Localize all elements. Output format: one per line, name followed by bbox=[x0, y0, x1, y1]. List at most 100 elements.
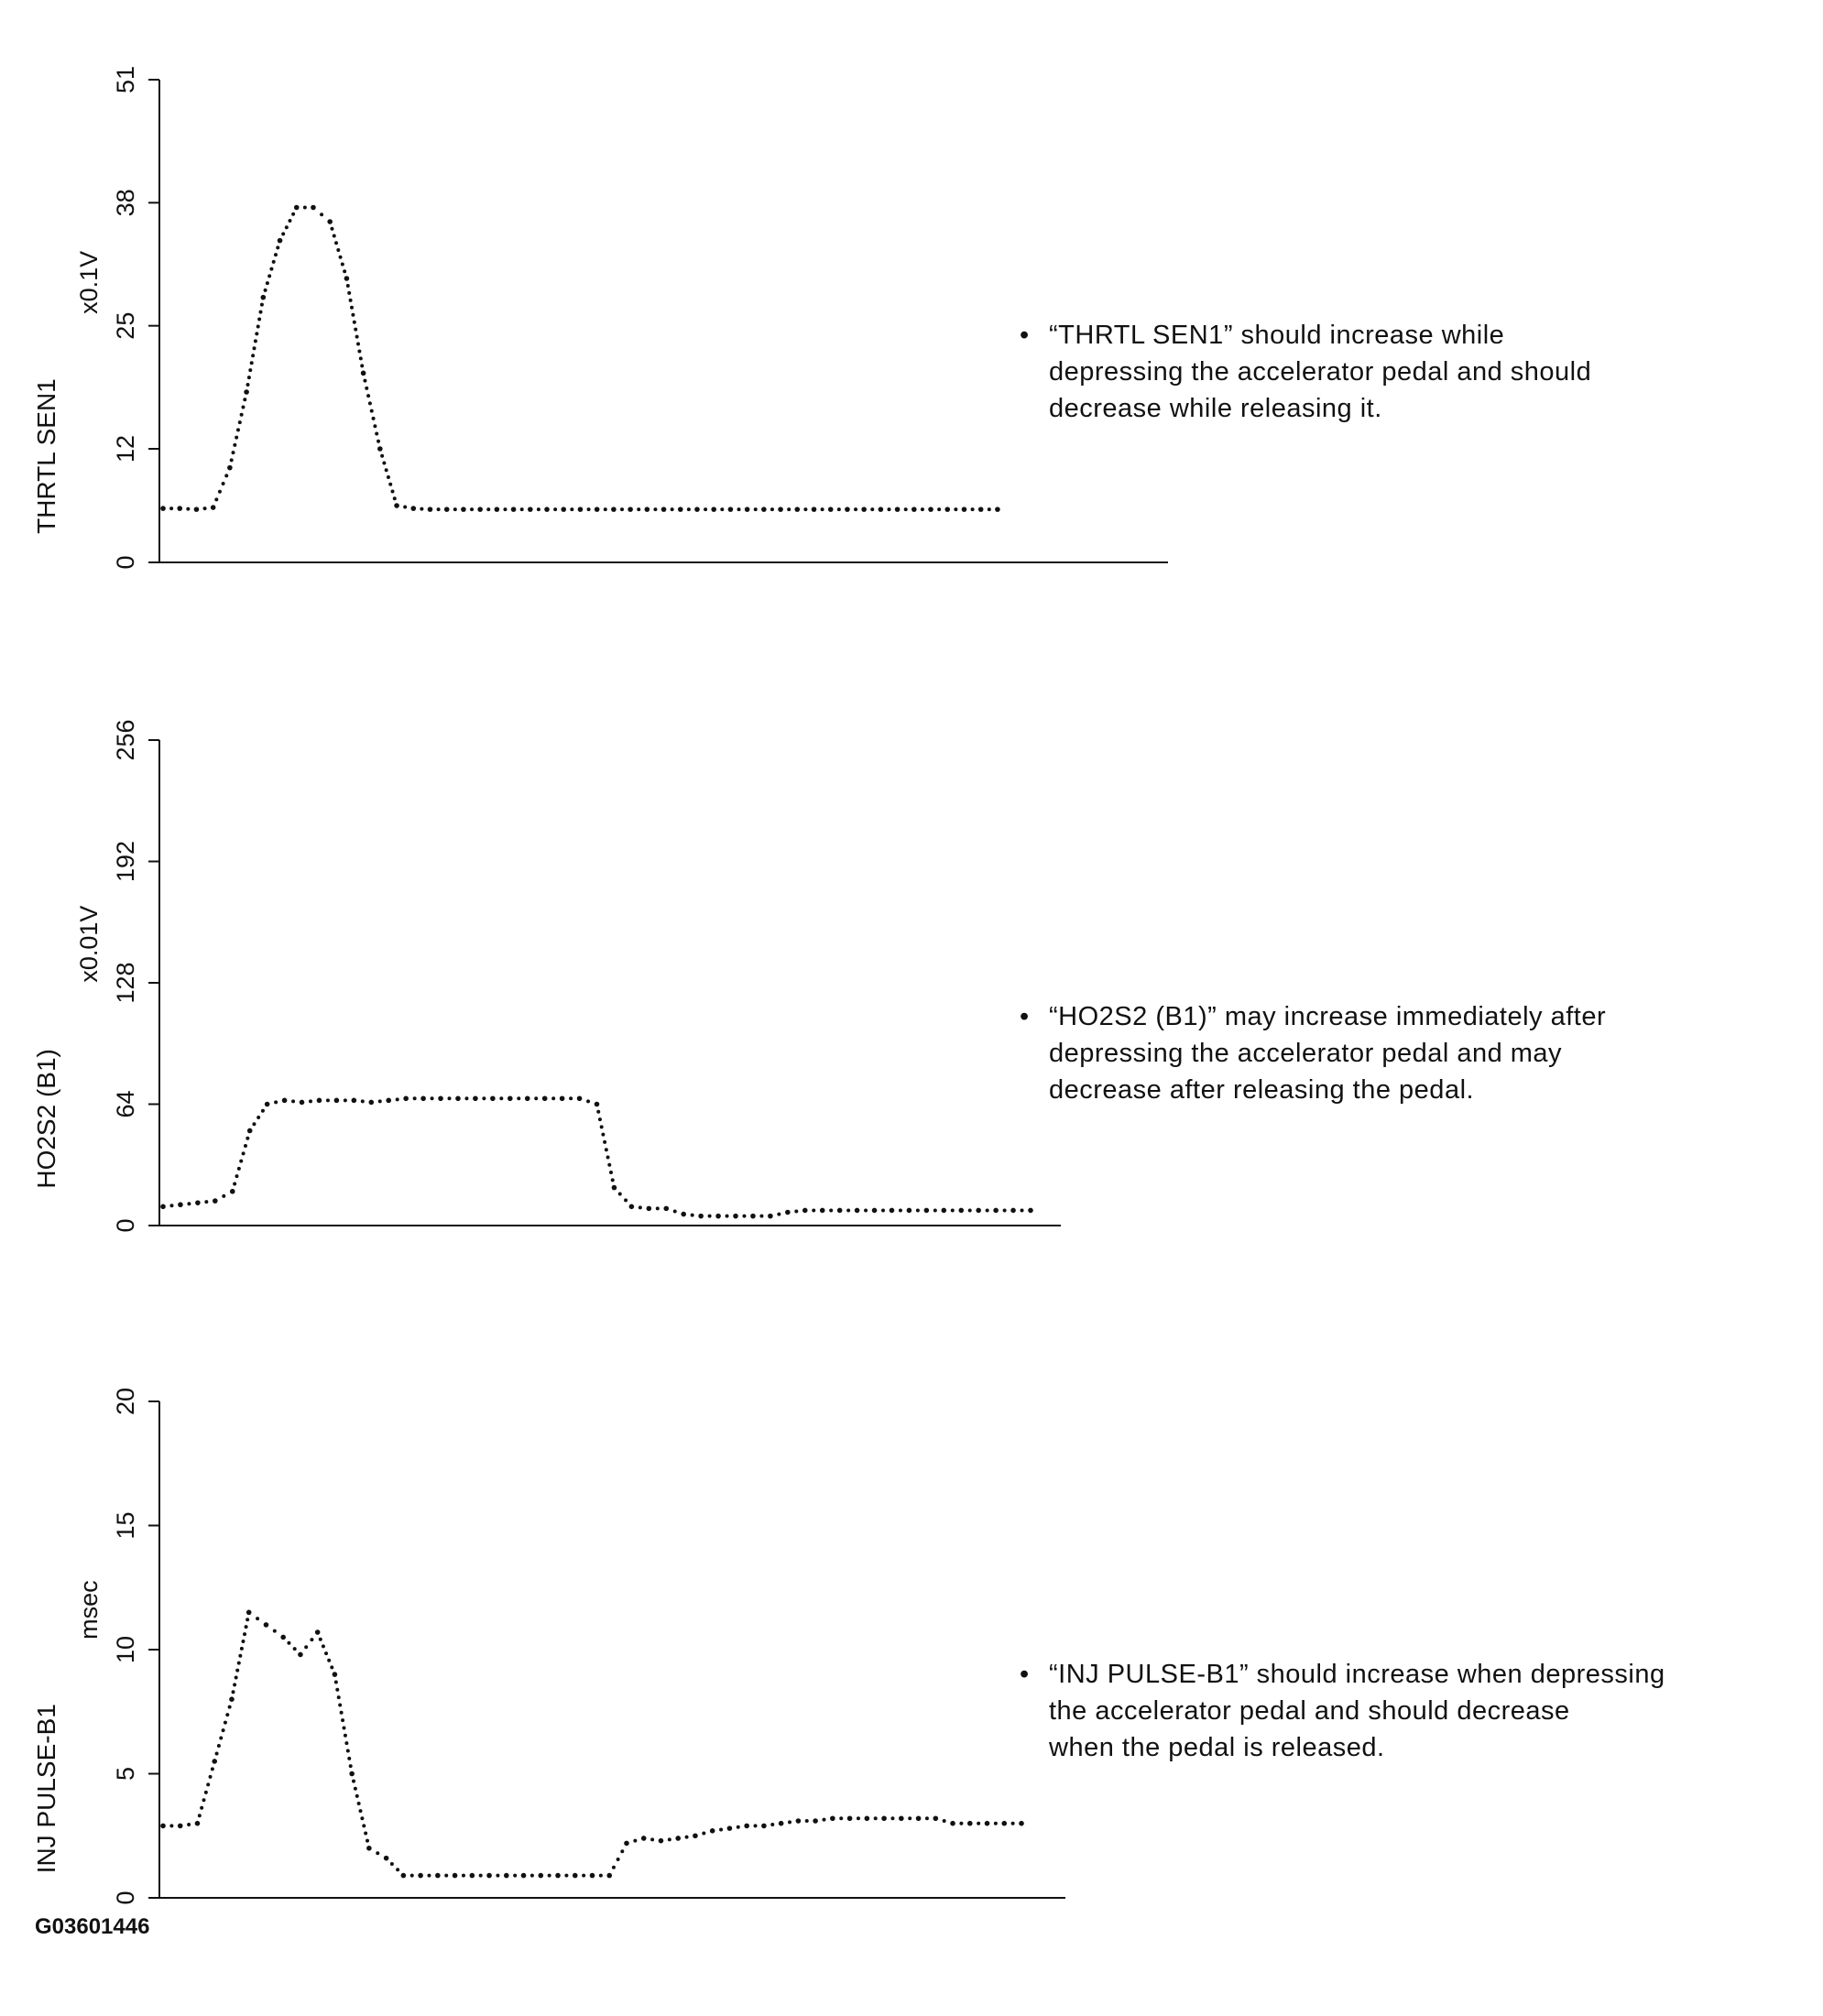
bullet-icon: • bbox=[1020, 1002, 1030, 1031]
data-point bbox=[977, 507, 984, 512]
trace-dot bbox=[231, 451, 235, 455]
trace-dot bbox=[233, 1182, 237, 1186]
trace-dot bbox=[227, 1705, 232, 1709]
trace-dot bbox=[252, 346, 257, 351]
trace-dot bbox=[655, 1206, 660, 1211]
y-tick-label: 10 bbox=[112, 1636, 139, 1663]
data-point bbox=[277, 237, 283, 244]
data-point bbox=[845, 507, 850, 512]
trace-dot bbox=[707, 1214, 712, 1218]
data-point bbox=[244, 389, 249, 395]
data-point bbox=[435, 1872, 441, 1879]
trace-dot bbox=[239, 1159, 244, 1163]
data-point bbox=[177, 1823, 183, 1829]
trace-dot bbox=[339, 1710, 344, 1715]
y-tick-label: 256 bbox=[112, 719, 139, 760]
trace-dot bbox=[327, 1658, 332, 1662]
y-tick-label: 15 bbox=[112, 1511, 139, 1539]
note-line: “INJ PULSE-B1” should increase when depr… bbox=[1049, 1660, 1665, 1689]
trace-dot bbox=[257, 317, 262, 321]
note-line: the accelerator pedal and should decreas… bbox=[1049, 1696, 1570, 1726]
trace-dot bbox=[351, 312, 355, 317]
trace-dot bbox=[898, 1208, 902, 1213]
trace-dot bbox=[564, 1873, 569, 1878]
trace-dot bbox=[620, 1849, 625, 1854]
trace-dot bbox=[890, 1816, 895, 1821]
trace-dot bbox=[350, 305, 355, 310]
data-point bbox=[281, 1097, 288, 1104]
trace-dot bbox=[302, 205, 307, 210]
trace-dot bbox=[231, 1690, 235, 1695]
data-point bbox=[830, 1815, 835, 1822]
data-point bbox=[555, 1872, 561, 1879]
trace-dot bbox=[777, 1212, 781, 1216]
trace-dot bbox=[386, 475, 390, 479]
unit-label: msec bbox=[75, 1580, 103, 1640]
trace-dot bbox=[903, 507, 908, 512]
data-point bbox=[864, 1815, 870, 1822]
trace-dot bbox=[667, 1837, 671, 1842]
trace-dot bbox=[603, 1139, 607, 1144]
data-point bbox=[1001, 1820, 1008, 1826]
axis-title: THRTL SEN1 bbox=[32, 378, 60, 534]
trace-dot bbox=[373, 424, 377, 429]
trace-dot bbox=[216, 1744, 221, 1749]
data-point bbox=[813, 1818, 818, 1824]
data-point bbox=[394, 503, 399, 508]
trace-dot bbox=[336, 248, 341, 252]
trace-dot bbox=[310, 1638, 314, 1642]
data-point bbox=[744, 507, 750, 512]
trace-dot bbox=[246, 383, 250, 387]
note-inj-pulse: • “INJ PULSE-B1” should increase when de… bbox=[1020, 1656, 1665, 1766]
trace-dot bbox=[325, 1098, 330, 1103]
trace-dot bbox=[967, 1208, 972, 1213]
trace-dot bbox=[288, 218, 292, 223]
trace-dot bbox=[259, 302, 264, 307]
trace-dot bbox=[204, 1200, 209, 1204]
trace-dot bbox=[753, 1824, 758, 1828]
trace-dot bbox=[336, 1695, 341, 1700]
y-tick-label: 38 bbox=[112, 189, 139, 216]
trace-dot bbox=[670, 507, 674, 512]
data-point bbox=[561, 507, 567, 512]
trace-dot bbox=[365, 386, 369, 390]
trace-dot bbox=[624, 1198, 628, 1203]
trace-dot bbox=[839, 1816, 844, 1821]
data-point bbox=[160, 1204, 166, 1210]
trace-dot bbox=[330, 226, 334, 231]
data-point bbox=[316, 1097, 322, 1104]
trace-dot bbox=[638, 1205, 642, 1210]
note-line: when the pedal is released. bbox=[1049, 1733, 1385, 1762]
trace-dot bbox=[937, 507, 942, 512]
trace-dot bbox=[203, 1790, 208, 1794]
unit-label: x0.1V bbox=[75, 251, 103, 314]
trace-dot bbox=[536, 507, 540, 512]
data-point bbox=[663, 1205, 670, 1212]
y-tick-label: 0 bbox=[112, 1891, 139, 1904]
data-point bbox=[280, 1634, 286, 1640]
trace-dot bbox=[403, 505, 408, 509]
trace-dot bbox=[376, 1851, 380, 1856]
data-point bbox=[229, 1696, 235, 1702]
data-point bbox=[528, 507, 533, 512]
data-point bbox=[246, 1609, 252, 1616]
data-point bbox=[675, 1836, 681, 1841]
trace-dot bbox=[367, 401, 372, 406]
trace-dot bbox=[217, 489, 222, 494]
trace-dot bbox=[241, 1151, 246, 1156]
data-point bbox=[744, 1823, 749, 1829]
trace-dot bbox=[719, 1827, 724, 1832]
data-point bbox=[299, 1099, 305, 1106]
y-tick-label: 64 bbox=[112, 1090, 139, 1117]
trace-dot bbox=[603, 507, 607, 512]
data-point bbox=[726, 1825, 733, 1831]
trace-dot bbox=[356, 342, 361, 346]
y-tick-label: 0 bbox=[112, 555, 139, 569]
trace-dot bbox=[650, 1837, 655, 1842]
trace-dot bbox=[358, 356, 363, 361]
trace-dot bbox=[258, 310, 263, 314]
trace-dot bbox=[470, 507, 475, 512]
trace-dot bbox=[604, 1148, 608, 1152]
data-point bbox=[984, 1820, 990, 1826]
trace-dot bbox=[881, 1208, 886, 1213]
